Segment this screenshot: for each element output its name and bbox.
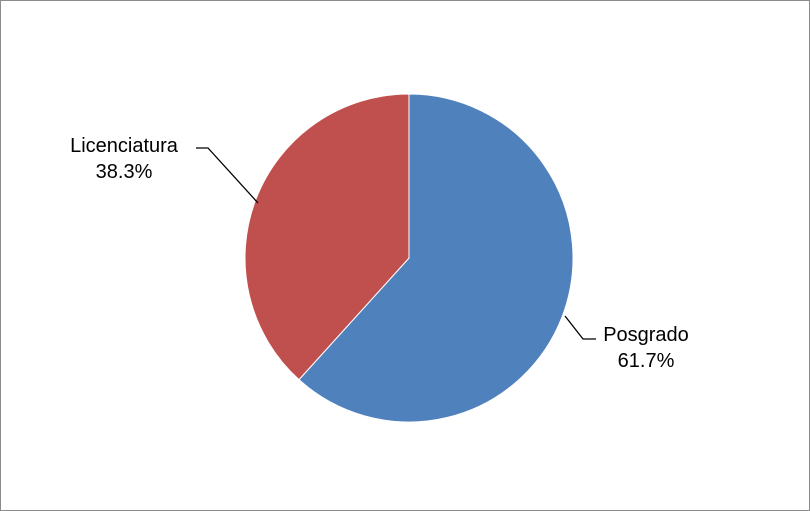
leader-line-posgrado [564, 315, 596, 340]
slice-label-posgrado: Posgrado [603, 324, 689, 346]
leader-line-licenciatura [196, 147, 259, 204]
pie-slices [244, 93, 574, 423]
pie-slice-licenciatura [244, 93, 410, 381]
slice-label-licenciatura: Licenciatura [70, 135, 179, 157]
slice-percent-posgrado: 61.7% [618, 350, 675, 372]
slice-percent-licenciatura: 38.3% [96, 161, 153, 183]
pie-slice-posgrado [298, 93, 574, 423]
